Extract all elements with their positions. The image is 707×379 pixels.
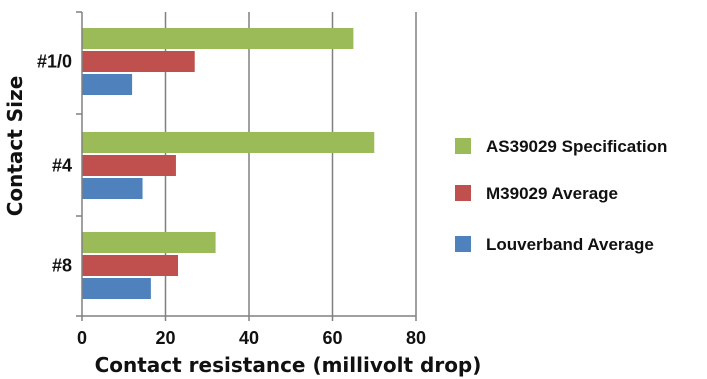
y-tick-label: #4 <box>52 156 72 176</box>
bar-as39029-specification-2 <box>82 232 216 253</box>
y-axis-title: Contact Size <box>3 76 27 217</box>
legend-swatch <box>455 138 471 154</box>
legend-label: M39029 Average <box>486 184 618 203</box>
bar-as39029-specification-0 <box>82 28 354 49</box>
legend: AS39029 Specification M39029 Average Louve… <box>455 137 667 254</box>
x-tick-label: 60 <box>322 328 342 348</box>
bar-louverband-average-1 <box>82 178 143 199</box>
axes <box>76 11 417 321</box>
bar-m39029-average-0 <box>82 51 195 72</box>
y-tick-labels: #1/0 #4 #8 <box>37 52 72 276</box>
x-tick-label: 0 <box>77 328 87 348</box>
legend-swatch <box>455 185 471 201</box>
bar-series <box>82 28 375 299</box>
legend-label: Louverband Average <box>486 235 654 254</box>
x-tick-label: 40 <box>239 328 259 348</box>
bar-m39029-average-1 <box>82 155 176 176</box>
bar-louverband-average-0 <box>82 74 133 95</box>
x-tick-labels: 0 20 40 60 80 <box>77 328 426 348</box>
legend-swatch <box>455 236 471 252</box>
bar-louverband-average-2 <box>82 278 151 299</box>
gridlines <box>164 12 417 316</box>
y-tick-label: #8 <box>52 256 72 276</box>
x-tick-label: 20 <box>155 328 175 348</box>
legend-label: AS39029 Specification <box>486 137 667 156</box>
bar-m39029-average-2 <box>82 255 179 276</box>
x-axis-title: Contact resistance (millivolt drop) <box>95 353 482 377</box>
y-tick-label: #1/0 <box>37 52 72 72</box>
bar-as39029-specification-1 <box>82 132 375 153</box>
x-tick-label: 80 <box>406 328 426 348</box>
